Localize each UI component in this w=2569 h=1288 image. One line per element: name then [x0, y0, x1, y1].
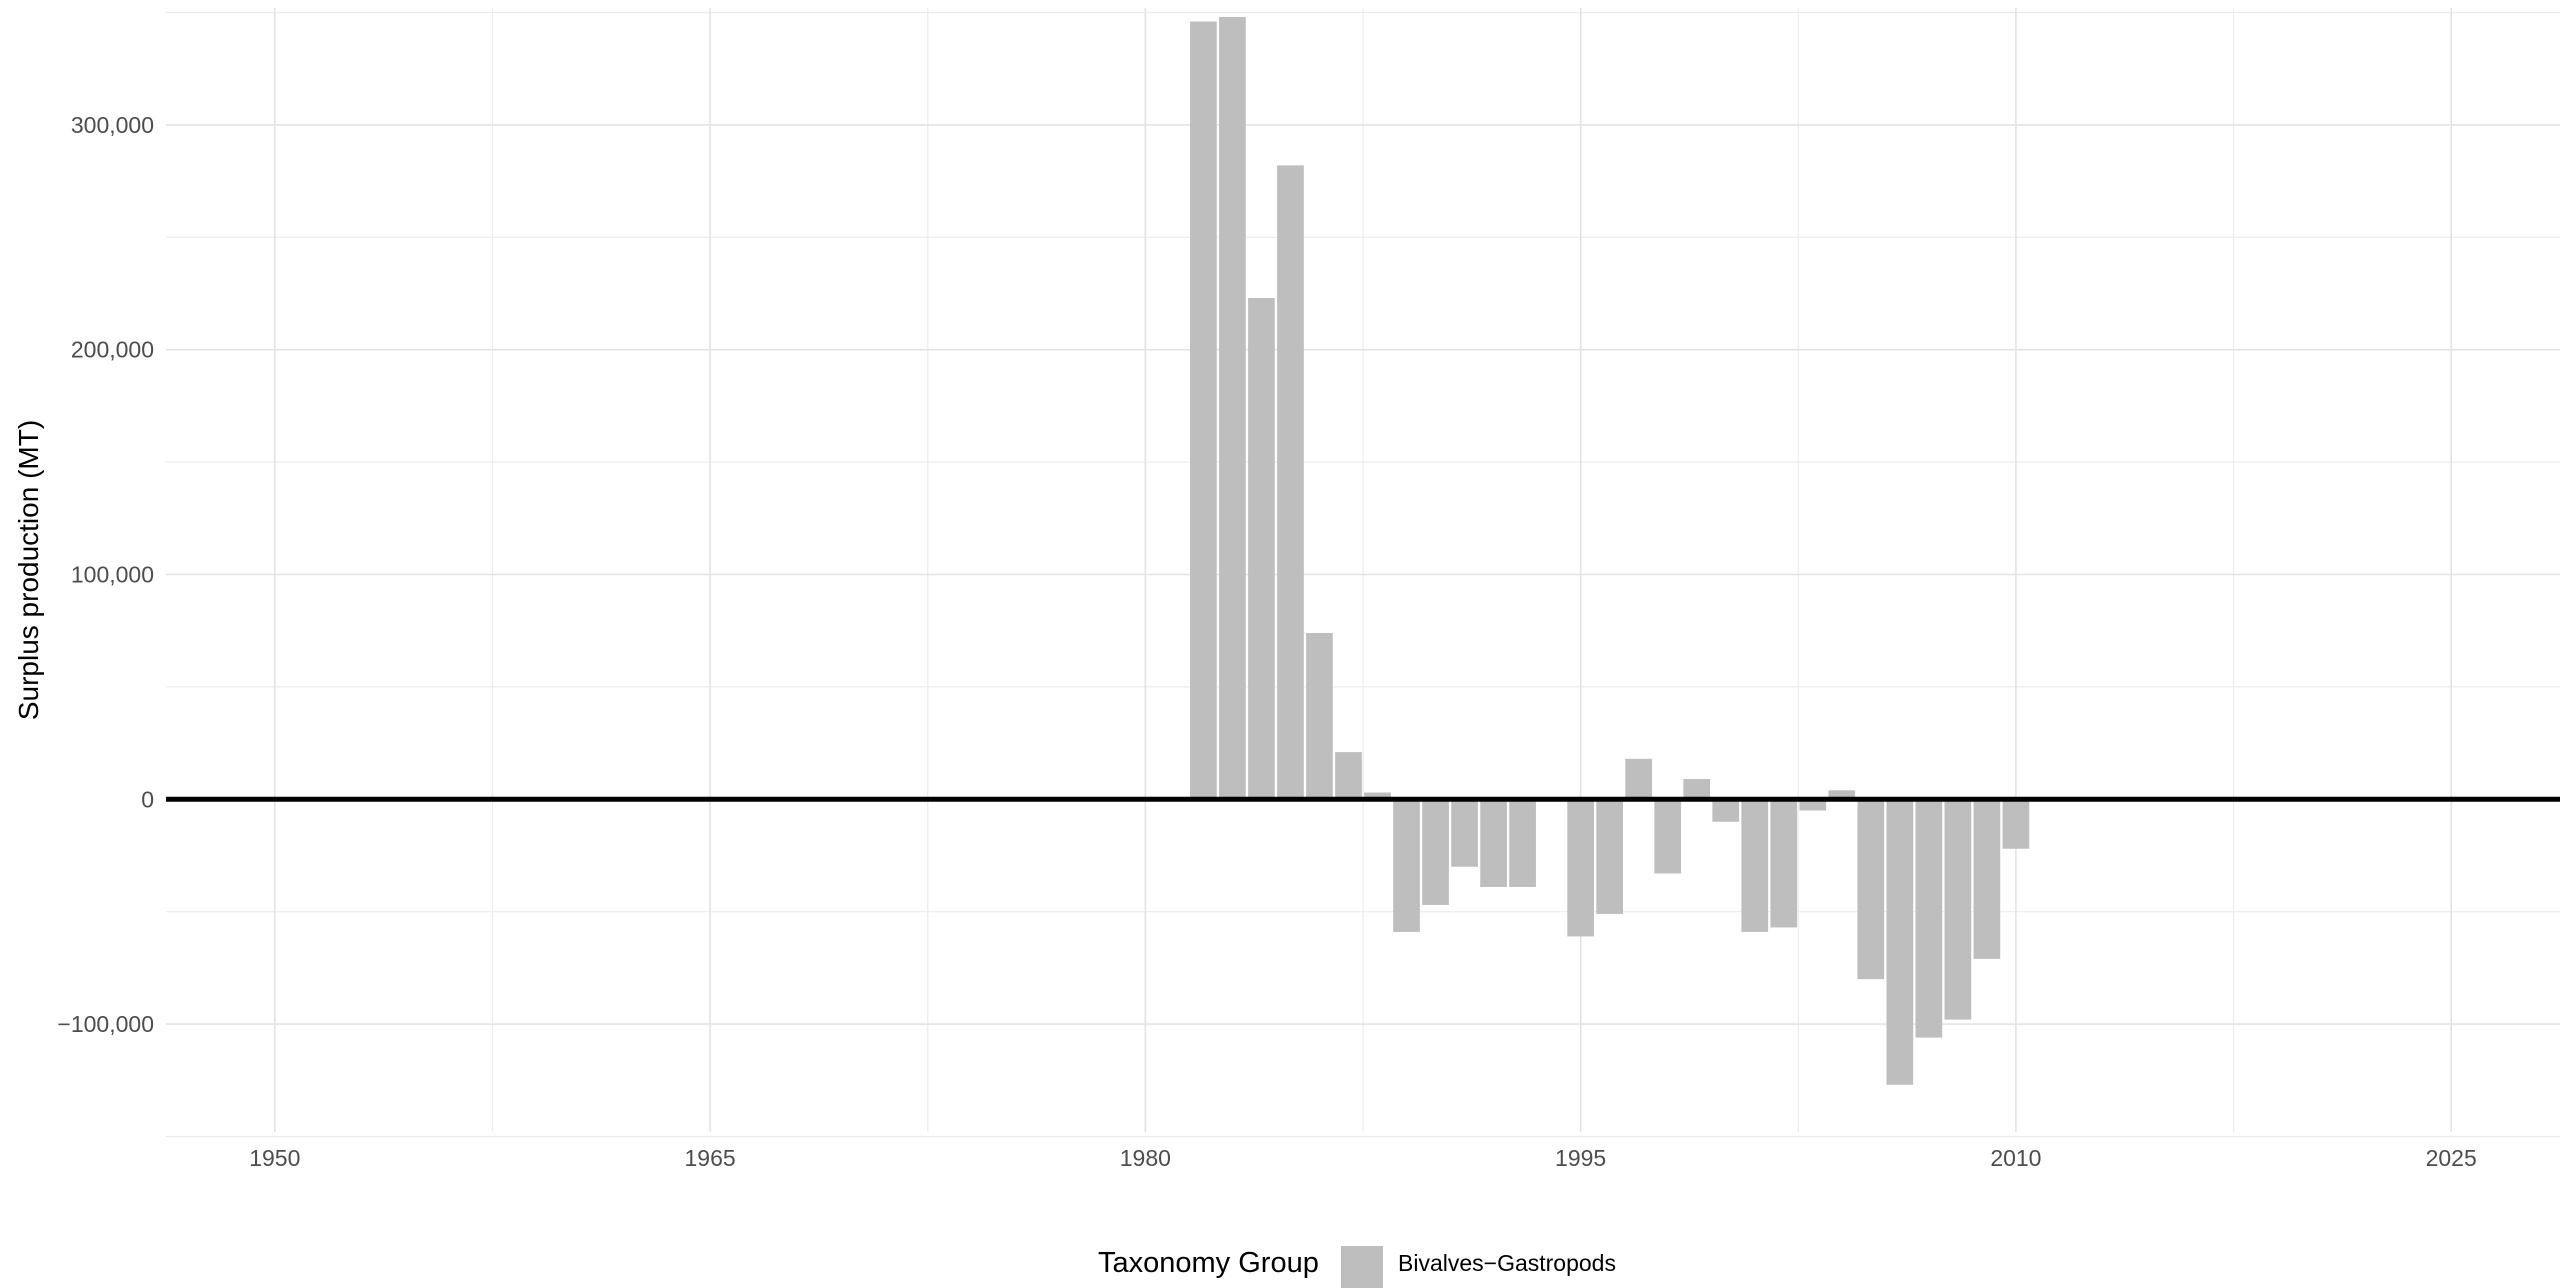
bar: [1915, 799, 1943, 1038]
bar: [1567, 799, 1594, 937]
legend-title: Taxonomy Group: [1098, 1247, 1319, 1279]
y-axis-tick-labels: −100,000 0 100,000 200,000 300,000: [57, 112, 154, 1037]
bar: [1190, 21, 1217, 800]
y-tick-label: −100,000: [57, 1011, 154, 1037]
bar: [1422, 799, 1449, 905]
bar: [1828, 790, 1856, 800]
x-tick-label: 1995: [1555, 1145, 1606, 1171]
bar: [1973, 799, 2001, 959]
x-tick-label: 1980: [1120, 1145, 1171, 1171]
bar: [1944, 799, 1972, 1020]
x-axis-tick-labels: 1950 1965 1980 1995 2010 2025: [249, 1145, 2477, 1171]
bar: [1306, 632, 1333, 800]
bar: [1857, 799, 1885, 980]
bar: [1393, 799, 1420, 932]
x-tick-label: 2010: [1990, 1145, 2041, 1171]
y-tick-label: 0: [141, 786, 154, 812]
bar: [1770, 799, 1798, 928]
y-tick-label: 200,000: [71, 337, 154, 363]
y-axis-title: Surplus production (MT): [13, 420, 44, 720]
bar: [1509, 799, 1536, 887]
legend-entry-label: Bivalves−Gastropods: [1398, 1250, 1616, 1276]
bar: [1277, 165, 1304, 800]
y-tick-label: 300,000: [71, 112, 154, 138]
bar: [1480, 799, 1507, 887]
bar: [1596, 799, 1624, 914]
bar: [1451, 799, 1478, 867]
bar: [1741, 799, 1769, 932]
x-tick-label: 1965: [685, 1145, 736, 1171]
bar: [1335, 752, 1362, 800]
legend: Taxonomy Group Bivalves−Gastropods: [1098, 1246, 1616, 1288]
x-tick-label: 2025: [2426, 1145, 2477, 1171]
x-tick-label: 1950: [249, 1145, 300, 1171]
bar: [1886, 799, 1914, 1085]
y-tick-label: 100,000: [71, 561, 154, 587]
bar: [1364, 792, 1391, 800]
bar: [1248, 297, 1275, 800]
bar: [1712, 799, 1740, 822]
bars: [1190, 16, 2030, 1085]
legend-key-swatch: [1341, 1246, 1383, 1288]
bar: [2002, 799, 2030, 849]
bar: [1625, 758, 1653, 800]
bar: [1654, 799, 1682, 874]
bar: [1799, 799, 1827, 811]
bar: [1683, 779, 1711, 800]
minor-gridlines: [166, 8, 2560, 1138]
bar: [1219, 16, 1246, 800]
